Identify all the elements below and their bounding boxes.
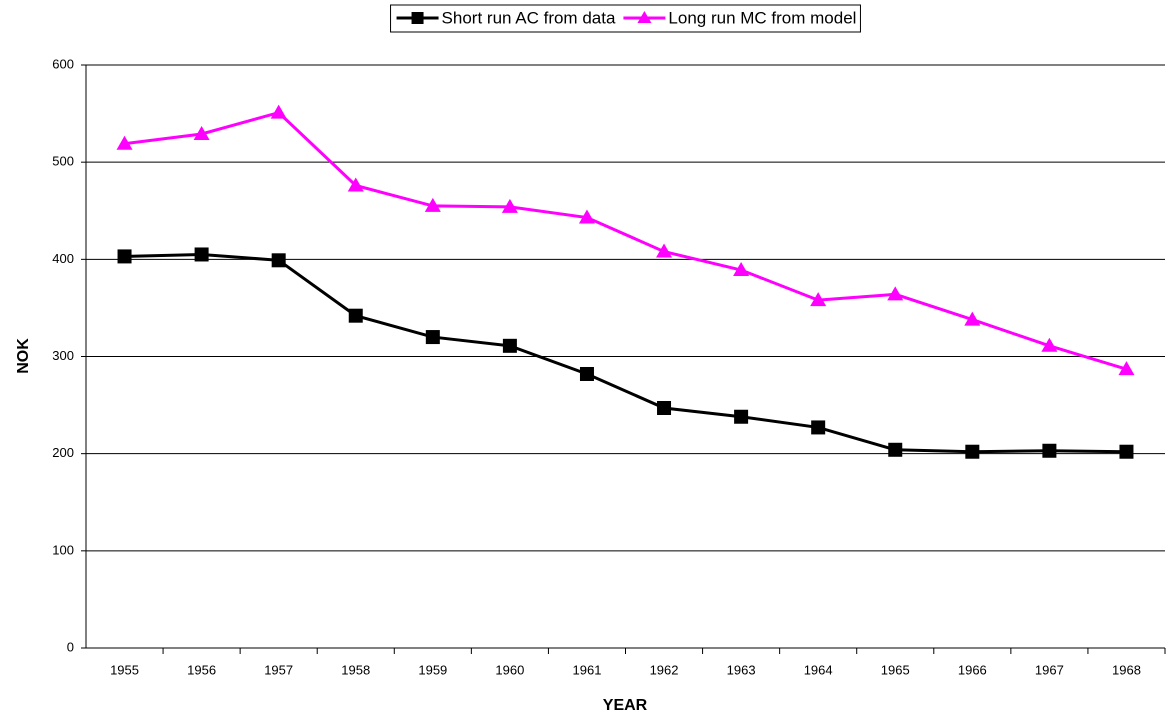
y-tick-label: 400	[52, 251, 74, 266]
data-point	[193, 125, 210, 140]
data-point	[1041, 337, 1058, 352]
legend-marker	[411, 12, 424, 24]
x-tick-label: 1967	[1035, 662, 1064, 677]
y-tick-label: 200	[52, 445, 74, 460]
x-tick-label: 1957	[264, 662, 293, 677]
x-tick-label: 1960	[495, 662, 524, 677]
data-point	[271, 253, 286, 268]
data-point	[657, 400, 672, 415]
legend-item: Short run AC from data	[396, 8, 616, 27]
data-point	[811, 420, 826, 435]
data-point	[1119, 444, 1134, 459]
legend: Short run AC from data Long run MC from m…	[390, 4, 861, 33]
data-point	[270, 104, 287, 119]
x-tick-label: 1966	[958, 662, 987, 677]
data-point	[502, 338, 517, 353]
data-point	[117, 249, 132, 264]
x-tick-label: 1958	[341, 662, 370, 677]
series	[116, 104, 1135, 376]
y-tick-label: 600	[52, 56, 74, 71]
x-tick-label: 1961	[573, 662, 602, 677]
data-point	[734, 409, 749, 424]
data-point	[733, 262, 750, 277]
x-tick-label: 1956	[187, 662, 216, 677]
legend-item: Long run MC from model	[623, 8, 856, 27]
data-point	[194, 247, 209, 262]
data-point	[347, 177, 364, 192]
data-point	[579, 366, 594, 381]
data-point	[888, 442, 903, 457]
y-tick-label: 500	[52, 154, 74, 169]
series	[117, 247, 1134, 459]
y-tick-label: 0	[67, 639, 74, 654]
data-point	[810, 292, 827, 307]
data-point	[348, 308, 363, 323]
y-tick-label: 100	[52, 542, 74, 557]
data-point	[887, 286, 904, 301]
legend-marker	[637, 11, 652, 23]
legend-label: Short run AC from data	[442, 8, 616, 27]
x-tick-label: 1959	[418, 662, 447, 677]
x-tick-label: 1963	[727, 662, 756, 677]
y-axis-title: NOK	[15, 338, 32, 374]
data-point	[425, 330, 440, 345]
x-tick-label: 1968	[1112, 662, 1141, 677]
data-point	[1042, 443, 1057, 458]
y-tick-label: 300	[52, 348, 74, 363]
x-tick-label: 1965	[881, 662, 910, 677]
x-tick-label: 1955	[110, 662, 139, 677]
data-point	[116, 135, 133, 150]
data-point	[501, 198, 518, 213]
series-line	[124, 110, 1127, 371]
x-tick-label: 1962	[650, 662, 679, 677]
data-point	[578, 209, 595, 224]
data-point	[965, 444, 980, 459]
data-point	[424, 197, 441, 212]
data-point	[1118, 361, 1135, 376]
series-line	[124, 252, 1127, 454]
x-tick-label: 1964	[804, 662, 833, 677]
data-point	[656, 243, 673, 258]
legend-label: Long run MC from model	[668, 8, 856, 27]
data-point	[964, 311, 981, 326]
x-axis-title: YEAR	[603, 697, 648, 714]
